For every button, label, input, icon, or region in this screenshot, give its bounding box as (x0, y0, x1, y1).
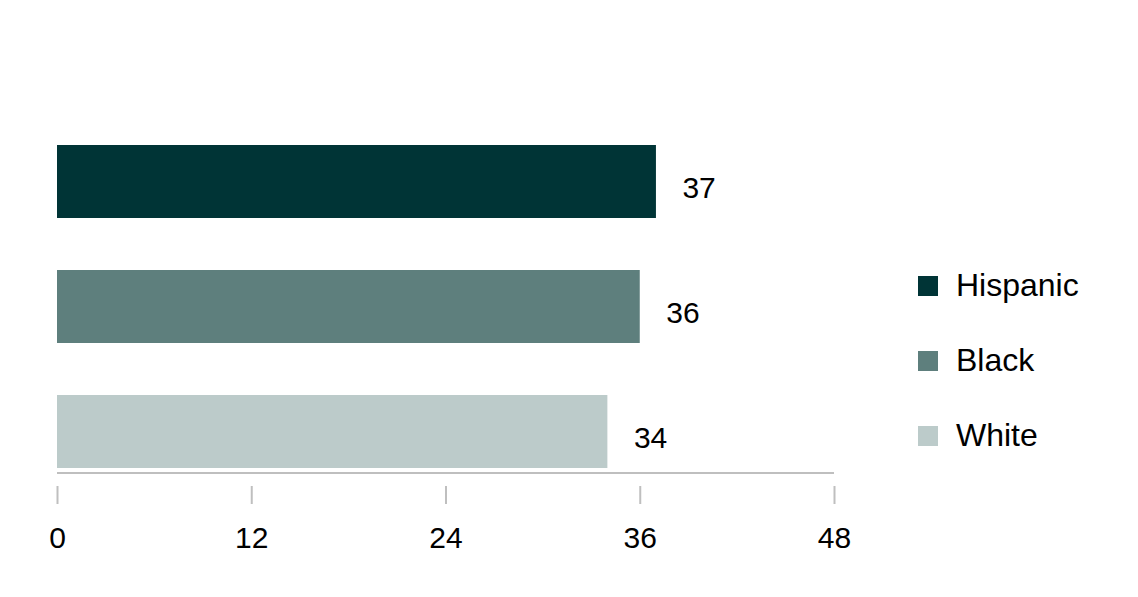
svg-text:48: 48 (818, 521, 851, 554)
svg-text:37: 37 (682, 171, 715, 204)
html-text:Hispanic: Hispanic (956, 267, 1079, 303)
svg-text:36: 36 (666, 296, 699, 329)
html-text:Black: Black (956, 342, 1035, 378)
svg-text:12: 12 (235, 521, 268, 554)
svg-text:34: 34 (634, 421, 667, 454)
svg-text:24: 24 (429, 521, 462, 554)
svg-text:0: 0 (49, 521, 66, 554)
html-text:White: White (956, 417, 1038, 453)
html-text:2nd Birth: 2nd Birth (375, 38, 516, 74)
svg-text:36: 36 (624, 521, 657, 554)
